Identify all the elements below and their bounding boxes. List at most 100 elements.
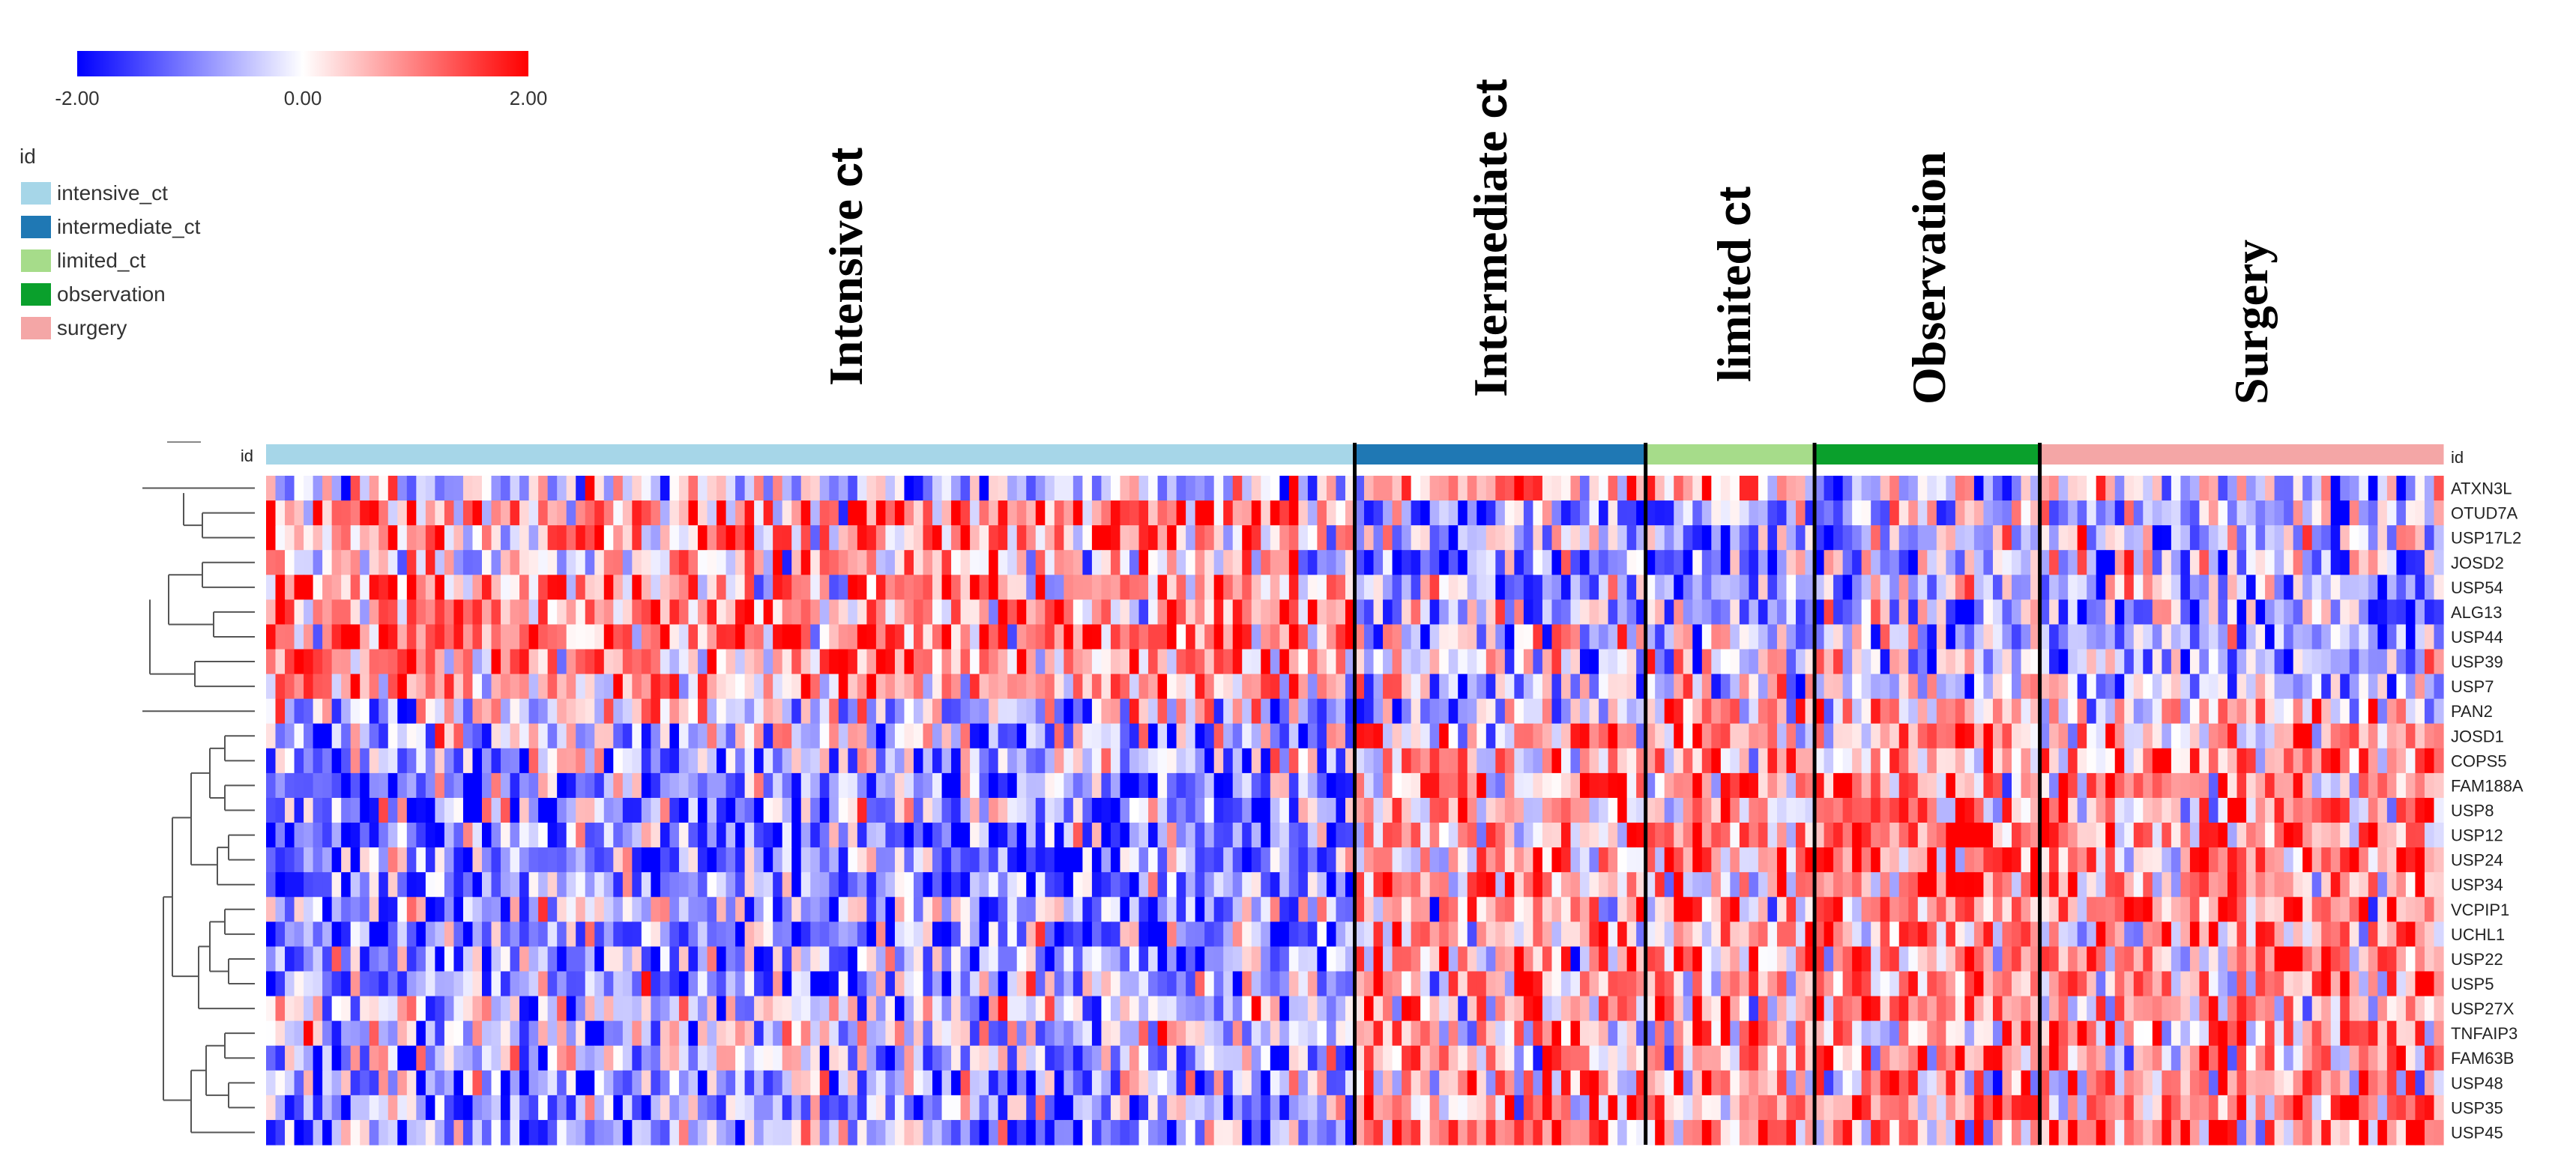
heatmap-cell [1955,550,1965,575]
heatmap-cell [2311,797,2322,823]
heatmap-cell [313,872,323,898]
heatmap-cell [904,897,914,922]
heatmap-cell [603,599,614,626]
heatmap-cell [1898,922,1909,947]
heatmap-cell [2124,674,2135,700]
heatmap-cell [453,525,464,551]
heatmap-cell [397,922,408,947]
heatmap-cell [2002,476,2012,501]
heatmap-cell [2208,624,2219,650]
heatmap-cell [1796,476,1806,501]
heatmap-cell [2143,847,2153,873]
heatmap-cell [2265,748,2275,774]
heatmap-cell [1580,500,1590,526]
heatmap-cell [2012,624,2022,650]
heatmap-cell [538,823,549,848]
heatmap-cell [1674,922,1684,947]
heatmap-cell [1898,897,1909,922]
heatmap-cell [1242,550,1252,575]
heatmap-cell [2330,922,2341,947]
heatmap-cell [641,772,651,799]
heatmap-cell [360,674,370,700]
heatmap-cell [1955,649,1965,675]
heatmap-cell [2068,525,2078,551]
heatmap-cell [1852,922,1862,947]
heatmap-cell [1570,599,1581,626]
heatmap-cell [829,922,839,947]
heatmap-cell [2424,748,2435,774]
heatmap-cell [1298,847,1309,873]
heatmap-cell [331,971,342,997]
heatmap-cell [1608,698,1618,724]
group-title-limited_ct: limitedct [1707,187,1761,382]
heatmap-cell [1692,748,1703,774]
heatmap-cell [2396,624,2407,650]
heatmap-cell [651,649,661,675]
heatmap-cell [894,996,905,1022]
heatmap-cell [1608,847,1618,873]
heatmap-cell [2039,748,2050,774]
heatmap-cell [1091,575,1103,600]
heatmap-cell [2377,550,2388,575]
heatmap-cell [1599,723,1609,749]
heatmap-cell [613,971,624,997]
heatmap-cell [613,823,624,848]
heatmap-cell [528,922,539,947]
heatmap-cell [1364,748,1375,774]
heatmap-cell [2255,698,2266,724]
heatmap-cell [453,550,464,575]
heatmap-cell [1898,550,1909,575]
heatmap-cell [2293,624,2303,650]
heatmap-cell [472,575,483,600]
heatmap-cell [1871,847,1881,873]
heatmap-cell [2218,723,2228,749]
heatmap-cell [519,624,530,650]
heatmap-cell [482,649,492,675]
heatmap-cell [2068,823,2078,848]
heatmap-cell [406,674,417,700]
heatmap-cell [791,971,802,997]
heatmap-cell [1448,599,1459,626]
heatmap-cell [1251,649,1261,675]
heatmap-cell [819,649,830,675]
heatmap-cell [1852,723,1862,749]
heatmap-cell [510,599,520,626]
heatmap-cell [2415,500,2425,526]
heatmap-cell [857,723,867,749]
heatmap-cell [275,847,286,873]
heatmap-cell [397,698,408,724]
heatmap-cell [866,599,877,626]
heatmap-cell [2274,550,2284,575]
heatmap-cell [1815,872,1825,898]
heatmap-cell [547,847,558,873]
heatmap-cell [2002,897,2012,922]
heatmap-cell [576,971,586,997]
heatmap-cell [1298,897,1309,922]
heatmap-cell [2218,922,2228,947]
heatmap-cell [1504,823,1515,848]
heatmap-cell [1776,649,1788,675]
heatmap-cell [1402,649,1412,675]
heatmap-cell [2349,872,2359,898]
heatmap-cell [773,575,783,600]
heatmap-cell [378,649,389,675]
heatmap-cell [979,971,989,997]
heatmap-cell [1354,772,1365,799]
heatmap-cell [1570,748,1581,774]
heatmap-cell [1082,797,1093,823]
heatmap-cell [425,698,435,724]
heatmap-cell [2199,872,2209,898]
heatmap-cell [294,649,304,675]
heatmap-cell [369,922,379,947]
heatmap-cell [1992,748,2003,774]
heatmap-cell [2189,797,2201,823]
heatmap-cell [773,872,783,898]
heatmap-cell [1064,971,1074,997]
heatmap-cell [1683,847,1693,873]
heatmap-cell [397,971,408,997]
heatmap-cell [1861,525,1871,551]
heatmap-cell [594,922,605,947]
heatmap-cell [1560,897,1572,922]
heatmap-cell [1054,599,1064,626]
heatmap-cell [1186,797,1196,823]
